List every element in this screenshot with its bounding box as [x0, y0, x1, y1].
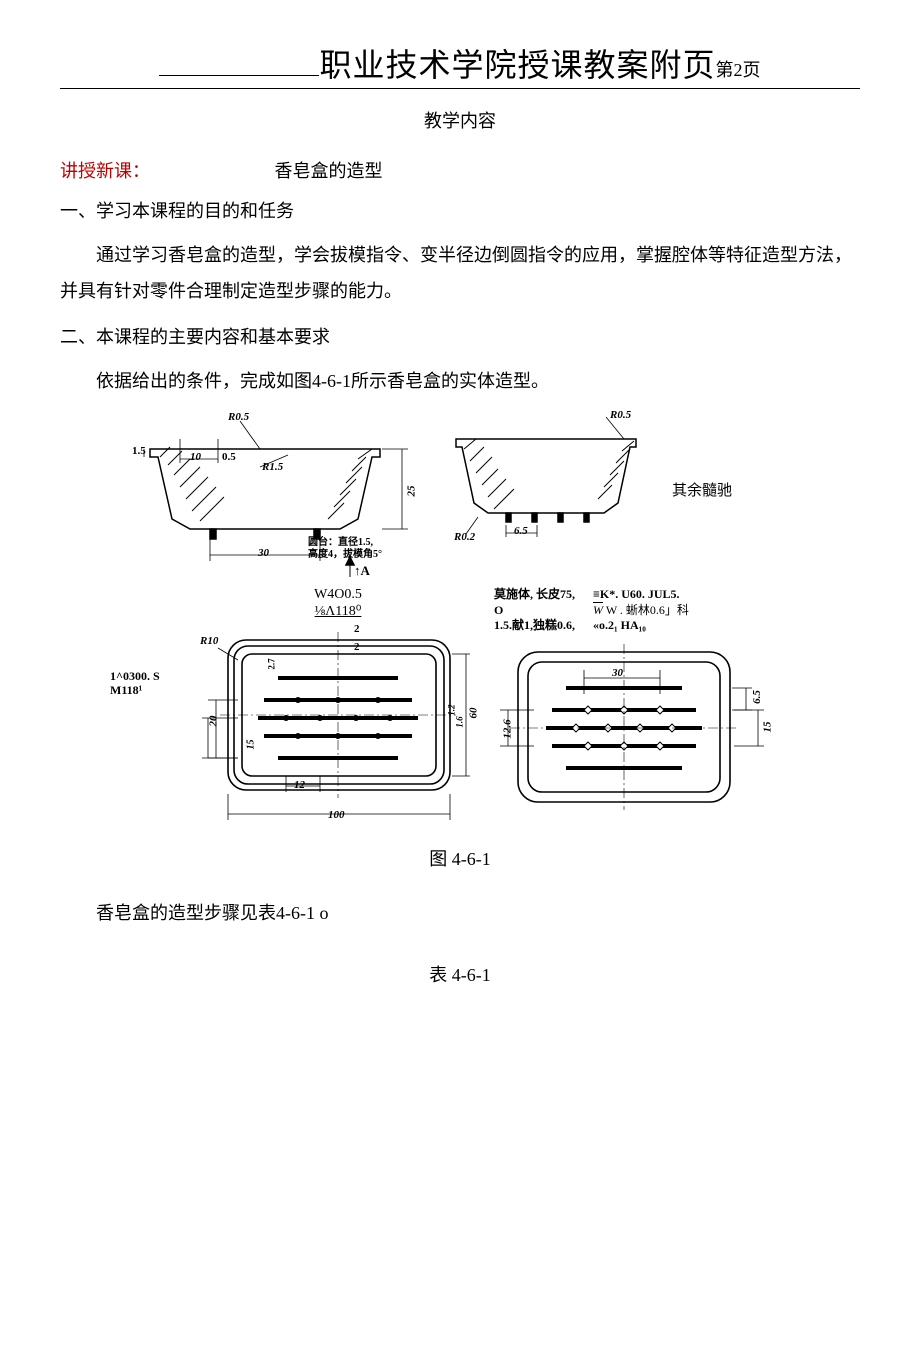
dim-60: 60: [468, 708, 480, 719]
side-note-other: 其余髓驰: [672, 409, 732, 500]
title-page-num: 第2页: [716, 60, 761, 80]
title-main: 职业技术学院授课教案附页: [319, 47, 715, 83]
bl-left2: M118¹: [110, 683, 142, 698]
dim-12p6-br: 12.6: [502, 719, 514, 738]
dim-6p5-tr: 6.5: [514, 525, 528, 537]
br-rnote1: ≡K*. U60. JUL5.: [593, 587, 689, 603]
after-figure-text: 香皂盒的造型步骤见表4-6-1 o: [60, 895, 860, 931]
panel-side-section: R0.5 R0.2 6.5: [436, 409, 656, 549]
table-caption: 表 4-6-1: [60, 961, 860, 987]
br-note1b: O: [494, 603, 575, 619]
figure-4-6-1: R0.5 1.5 10 0.5 R1.5 25 30 圆台：直径1.5, 高度4…: [110, 409, 810, 871]
panel-view-a: 莫施体, 长皮75, O 1.5.献1,独糕0.6, ≡K*. U60. JUL…: [494, 587, 794, 837]
subtitle: 教学内容: [60, 107, 860, 133]
br-note2: 1.5.献1,独糕0.6,: [494, 618, 575, 634]
dim-2a: 2: [354, 623, 360, 635]
dim-25: 25: [406, 486, 418, 497]
bl-top2: ⅛Λ118⁰: [198, 603, 478, 620]
dim-20: 20: [208, 716, 220, 727]
panel-top-view: W4O0.5 ⅛Λ118⁰: [198, 587, 478, 837]
page-title: 职业技术学院授课教案附页第2页: [60, 40, 860, 89]
dim-2b: 2: [354, 641, 360, 653]
section1-para: 通过学习香皂盒的造型，学会拔模指令、变半径边倒圆指令的应用，掌握腔体等特征造型方…: [60, 237, 860, 309]
br-rnote2-text: W . 蜥林0.6」科: [606, 603, 689, 617]
br-note1: 莫施体, 长皮75,: [494, 587, 575, 603]
dim-30-br: 30: [612, 667, 623, 679]
panel-front-section: R0.5 1.5 10 0.5 R1.5 25 30 圆台：直径1.5, 高度4…: [110, 409, 420, 579]
view-a-svg: [494, 638, 774, 828]
new-lesson-label: 讲授新课：: [60, 161, 150, 181]
figure-caption: 图 4-6-1: [110, 845, 810, 871]
dim-10: 10: [190, 451, 201, 463]
dim-12: 12: [294, 779, 305, 791]
bl-left-labels: 1^0300. S M118¹: [110, 587, 182, 837]
dim-6p5-br: 6.5: [751, 690, 763, 704]
arrow-a: ↑A: [354, 563, 370, 579]
figure-bottom-row: 1^0300. S M118¹ W4O0.5 ⅛Λ118⁰: [110, 587, 810, 837]
dim-r10: R10: [200, 635, 218, 647]
note-table2: 高度4，拔模角5°: [308, 545, 382, 560]
new-lesson-line: 讲授新课： 香皂盒的造型: [60, 157, 860, 183]
bl-left1: 1^0300. S: [110, 669, 160, 684]
dim-100: 100: [328, 809, 345, 821]
dim-15: 15: [246, 740, 257, 750]
dim-30: 30: [258, 547, 269, 559]
top-view-svg: [198, 620, 478, 830]
section2-para: 依据给出的条件，完成如图4-6-1所示香皂盒的实体造型。: [60, 363, 860, 399]
dim-1p6: 1.6: [455, 716, 465, 727]
section2-heading: 二、本课程的主要内容和基本要求: [60, 323, 860, 349]
dim-r05-tl: R0.5: [228, 411, 249, 423]
dim-r15: R1.5: [262, 461, 283, 473]
side-section-svg: [436, 409, 656, 549]
dim-1p5: 1.5: [132, 445, 146, 457]
bl-top1: W4O0.5: [198, 587, 478, 603]
dim-r05-tr: R0.5: [610, 409, 631, 421]
new-lesson-topic: 香皂盒的造型: [275, 157, 383, 183]
dim-2p7: 2.7: [267, 658, 277, 669]
dim-15-br: 15: [762, 722, 774, 733]
dim-r02-tr: R0.2: [454, 531, 475, 543]
section1-heading: 一、学习本课程的目的和任务: [60, 197, 860, 223]
br-rnote3: «o.2₁ HA₁₀: [593, 618, 689, 634]
figure-top-row: R0.5 1.5 10 0.5 R1.5 25 30 圆台：直径1.5, 高度4…: [110, 409, 810, 579]
dim-1p2: 1.2: [447, 704, 457, 715]
br-rnote2: W W . 蜥林0.6」科: [593, 603, 689, 619]
title-underline-prefix: [159, 75, 319, 76]
dim-0p5: 0.5: [222, 451, 236, 463]
